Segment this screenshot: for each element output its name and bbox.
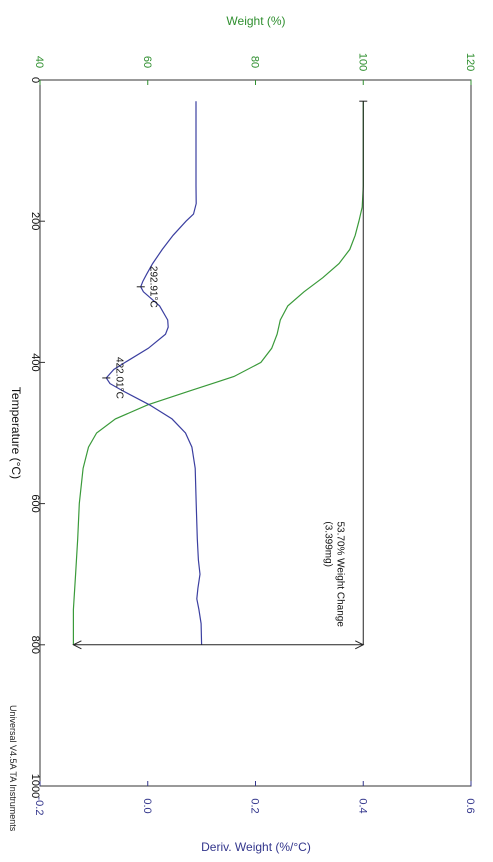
weight-tick-label: 80 (249, 56, 261, 68)
deriv-tick-label: 0.0 (141, 798, 153, 813)
weight-change-arrowhead-left (72, 640, 82, 650)
weight-change-label: 53.70% Weight Change (334, 521, 345, 627)
temperature-tick-label: 0 (29, 77, 41, 83)
peak-label: 422.01°C (113, 357, 124, 399)
temperature-tick-label: 800 (29, 636, 41, 654)
temperature-tick-label: 1000 (29, 774, 41, 798)
weight-change-arrowhead-right (355, 640, 365, 650)
weight-curve (72, 101, 364, 645)
deriv-tick-label: -0.2 (33, 797, 45, 816)
weight-tick-label: 60 (141, 56, 153, 68)
peak-label: 292.91°C (148, 266, 159, 308)
temperature-tick-label: 400 (29, 353, 41, 371)
annotation-layer: 292.91°C 422.01°C 53.70% Weight Change(3.3… (72, 100, 368, 650)
weight-change-mass-label: (3.399mg) (322, 521, 333, 567)
deriv-axis-title: Deriv. Weight (%/°C) (201, 840, 311, 854)
weight-tick-label: 100 (356, 53, 368, 71)
plot-frame (39, 79, 472, 787)
temperature-tick-label: 600 (29, 494, 41, 512)
footer-credit: Universal V4.5A TA Instruments (8, 705, 18, 832)
weight-axis-title: Weight (%) (226, 14, 285, 28)
deriv-tick-label: 0.4 (356, 798, 368, 813)
deriv-tick-label: 0.6 (464, 798, 476, 813)
temperature-tick-label: 200 (29, 212, 41, 230)
series-layer (72, 101, 364, 645)
weight-tick-label: 40 (33, 56, 45, 68)
weight-tick-label: 120 (464, 53, 476, 71)
deriv-weight-curve (105, 101, 203, 645)
axes-layer: 0 200 400 600 800 1000 40 60 80 100 120 -0.2 0.0 0.2 0… (29, 53, 476, 816)
temperature-axis-title: Temperature (°C) (9, 387, 23, 479)
deriv-tick-label: 0.2 (249, 798, 261, 813)
